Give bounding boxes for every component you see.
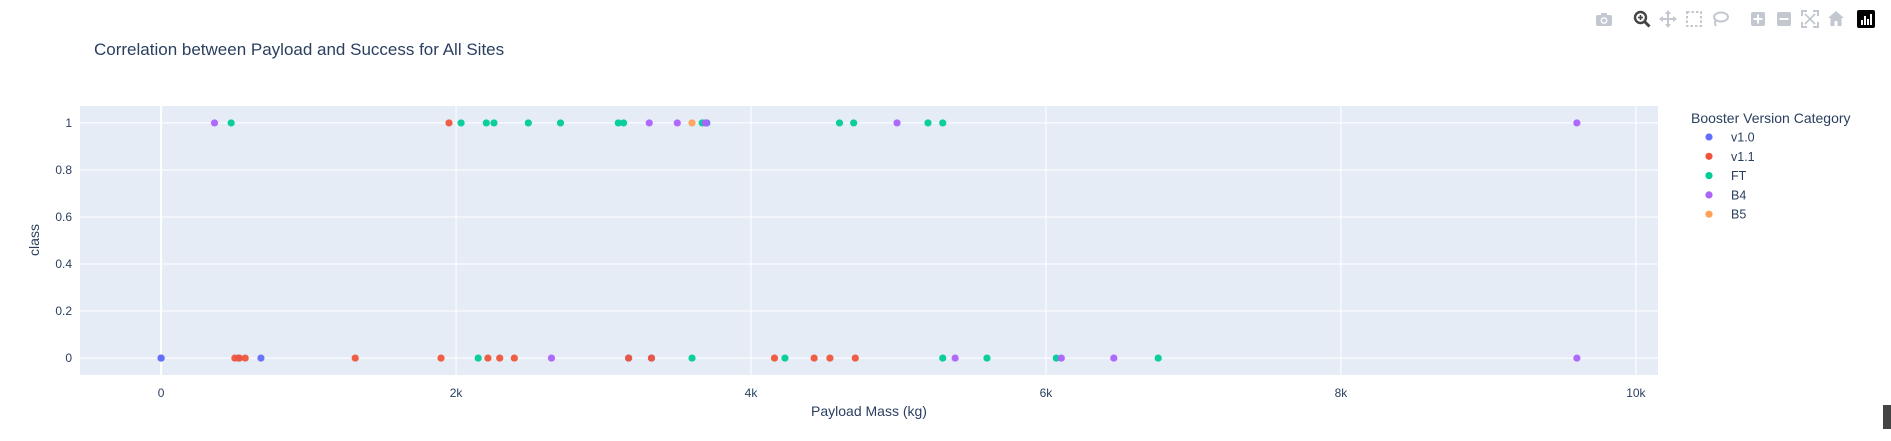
legend: Booster Version Category v1.0 v1.1 FT B4 B5 [1691,110,1851,222]
data-point[interactable] [770,354,779,362]
legend-marker [1705,133,1713,141]
zoom-icon[interactable] [1631,8,1653,30]
legend-item[interactable]: v1.1 [1705,150,1755,164]
data-point[interactable] [482,119,490,127]
side-tab[interactable] [1883,405,1891,429]
data-point[interactable] [227,119,235,127]
data-point[interactable] [701,119,709,127]
legend-label: B5 [1731,208,1746,222]
y-tick-label: 0.6 [55,210,72,224]
data-point[interactable] [1057,354,1065,362]
y-tick-label: 0 [65,351,72,365]
autoscale-icon[interactable] [1799,8,1821,30]
grid-lines [80,106,1658,375]
data-point[interactable] [810,354,818,362]
reset-axes-icon[interactable] [1825,8,1847,30]
camera-icon[interactable] [1593,8,1615,30]
x-tick-label: 10k [1626,386,1646,400]
chart-title: Correlation between Payload and Success … [94,40,504,59]
box-select-icon[interactable] [1683,8,1705,30]
data-point[interactable] [645,119,653,127]
data-point[interactable] [445,119,453,127]
data-point[interactable] [781,354,789,362]
y-tick-label: 0.4 [55,257,72,271]
data-point[interactable] [614,119,622,127]
data-point[interactable] [924,119,932,127]
data-point[interactable] [437,354,445,362]
data-point[interactable] [257,354,265,362]
plotly-logo-icon[interactable] [1857,10,1875,28]
legend-label: B4 [1731,188,1746,202]
data-point[interactable] [547,354,556,362]
zoom-out-icon[interactable] [1773,8,1795,30]
data-point[interactable] [210,119,219,127]
data-point[interactable] [835,119,844,127]
zoom-in-icon[interactable] [1747,8,1769,30]
data-point[interactable] [619,119,628,127]
legend-marker [1705,172,1713,180]
data-point[interactable] [241,354,249,362]
data-point[interactable] [673,119,681,127]
legend-item[interactable]: FT [1705,169,1747,183]
data-point[interactable] [496,354,504,362]
data-point[interactable] [474,354,482,362]
data-point[interactable] [510,354,518,362]
data-point[interactable] [235,354,243,362]
data-point[interactable] [893,119,901,127]
legend-item[interactable]: B5 [1705,208,1746,222]
data-point[interactable] [556,119,565,127]
data-point[interactable] [826,354,834,362]
tick-labels: 0 2k 4k 6k 8k 10k 0 0.2 0.4 0.6 0.8 1 [55,116,1646,400]
data-point[interactable] [939,354,947,362]
data-point[interactable] [157,354,165,362]
x-tick-label: 4k [745,386,759,400]
x-tick-label: 8k [1335,386,1349,400]
data-point[interactable] [939,119,947,127]
legend-marker [1705,191,1713,199]
x-axis-title: Payload Mass (kg) [811,403,927,419]
y-axis-title: class [26,224,42,256]
data-point[interactable] [484,354,492,362]
data-point[interactable] [351,354,359,362]
plot-area[interactable] [80,106,1658,375]
data-point[interactable] [1110,354,1118,362]
data-point[interactable] [490,119,498,127]
data-point[interactable] [1052,354,1060,362]
y-tick-label: 1 [65,116,72,130]
x-tick-label: 0 [158,386,165,400]
legend-label: v1.0 [1731,131,1755,145]
data-point[interactable] [1573,119,1581,127]
data-point[interactable] [851,354,859,362]
legend-item[interactable]: B4 [1705,188,1746,202]
data-point[interactable] [983,354,991,362]
x-tick-label: 6k [1040,386,1054,400]
modebar [1593,8,1875,30]
data-point[interactable] [850,119,858,127]
x-tick-label: 2k [450,386,464,400]
lasso-select-icon[interactable] [1709,8,1731,30]
data-point[interactable] [688,119,696,127]
data-points [157,119,1581,362]
legend-title: Booster Version Category [1691,110,1851,126]
legend-marker [1705,152,1713,160]
legend-item[interactable]: v1.0 [1705,131,1755,145]
y-tick-label: 0.2 [55,304,72,318]
data-point[interactable] [688,354,696,362]
legend-label: v1.1 [1731,150,1755,164]
data-point[interactable] [647,354,656,362]
pan-icon[interactable] [1657,8,1679,30]
legend-marker [1705,210,1713,218]
y-tick-label: 0.8 [55,163,72,177]
data-point[interactable] [625,354,633,362]
data-point[interactable] [1573,354,1581,362]
legend-label: FT [1731,169,1747,183]
data-point[interactable] [1154,354,1162,362]
data-point[interactable] [524,119,532,127]
data-point[interactable] [951,354,959,362]
data-point[interactable] [457,119,465,127]
